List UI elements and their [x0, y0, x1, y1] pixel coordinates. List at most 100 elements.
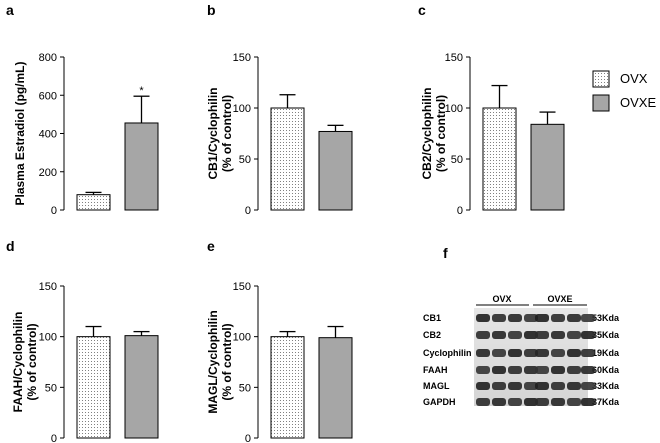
y-tick-label: 100 [39, 332, 57, 344]
y-tick-label: 100 [233, 103, 251, 115]
legend-swatch-ovx [592, 70, 610, 88]
y-tick-label: 0 [245, 205, 251, 217]
blot-protein-label: MAGL [423, 381, 450, 391]
legend: OVX OVXE [592, 70, 656, 112]
blot-band [476, 382, 490, 390]
legend-label-ovxe: OVXE [620, 95, 656, 110]
blot-band [551, 349, 565, 357]
blot-band [535, 366, 549, 374]
y-tick-label: 50 [239, 382, 251, 394]
blot-band [535, 349, 549, 357]
blot-band [535, 314, 549, 322]
y-tick-label: 50 [451, 154, 463, 166]
bar-ovxe [124, 335, 159, 439]
bar-ovx [270, 107, 305, 211]
y-tick-label: 400 [39, 129, 57, 141]
y-axis-label: (% of control) [434, 95, 448, 172]
blot-band [492, 398, 506, 406]
y-tick-label: 150 [445, 52, 463, 64]
blot-band [581, 398, 595, 406]
blot-band [551, 366, 565, 374]
panel-letter-d: d [6, 238, 15, 254]
legend-label-ovx: OVX [620, 71, 648, 86]
bar-ovxe [318, 130, 353, 211]
blot-band [581, 331, 595, 339]
bar-ovx [482, 107, 517, 211]
blot-band [492, 314, 506, 322]
y-axis-label: CB1/Cyclophilin [206, 87, 220, 179]
blot-band [476, 331, 490, 339]
blot-protein-label: CB2 [423, 330, 441, 340]
y-tick-label: 600 [39, 90, 57, 102]
blot-band [524, 331, 538, 339]
y-tick-label: 150 [233, 281, 251, 293]
blot-band [508, 382, 522, 390]
blot-band [524, 314, 538, 322]
blot-band [524, 366, 538, 374]
y-tick-label: 50 [45, 382, 57, 394]
blot-band [567, 349, 581, 357]
chart-panel-e: 0 50 100 150 MAGL/Cyclophilin (% of control) [206, 281, 353, 443]
bar-ovx [270, 336, 305, 439]
blot-protein-label: CB1 [423, 313, 441, 323]
chart-panel-d: 0 50 100 150 FAAH/Cyclophilin (% of control) [11, 281, 159, 443]
blot-band [492, 331, 506, 339]
y-axis-label: (% of control) [220, 323, 234, 400]
panel-letter-f: f [443, 245, 448, 261]
blot-band [567, 398, 581, 406]
blot-protein-label: FAAH [423, 365, 448, 375]
blot-band [476, 398, 490, 406]
blot-size-label: 53Kda [592, 313, 620, 323]
blot-protein-label: GAPDH [423, 397, 456, 407]
blot-band [535, 382, 549, 390]
y-axis-label: (% of control) [220, 95, 234, 172]
y-tick-label: 100 [445, 103, 463, 115]
blot-protein-label: Cyclophilin [423, 348, 472, 358]
y-axis-label: Plasma Estradiol (pg/mL) [13, 61, 27, 205]
y-tick-label: 150 [233, 52, 251, 64]
y-axis-label: MAGL/Cyclophilin [206, 310, 220, 413]
blot-size-label: 35Kda [592, 330, 620, 340]
blot-band [581, 366, 595, 374]
blot-band [535, 398, 549, 406]
y-tick-label: 0 [245, 433, 251, 443]
blot-band [492, 382, 506, 390]
panel-letter-e: e [207, 238, 215, 254]
blot-band [476, 349, 490, 357]
blot-band [476, 366, 490, 374]
y-tick-label: 50 [239, 154, 251, 166]
blot-size-label: 60Kda [592, 365, 620, 375]
blot-band [567, 366, 581, 374]
chart-panel-a: 0 200 400 600 800 * Plasma Estradiol (pg/mL) [13, 52, 159, 217]
bar-ovxe [318, 337, 353, 439]
chart-panel-c: 0 50 100 150 CB2/Cyclophilin (% of control) [420, 52, 565, 217]
blot-band [508, 331, 522, 339]
blot-band [551, 314, 565, 322]
y-axis-label: (% of control) [25, 323, 39, 400]
blot-band [524, 382, 538, 390]
panel-letter-b: b [207, 2, 216, 18]
panel-letter-a: a [6, 2, 14, 18]
blot-group-ovx: OVX [492, 294, 511, 304]
blot-band [567, 314, 581, 322]
blot-band [581, 314, 595, 322]
blot-band [535, 331, 549, 339]
blot-band [508, 398, 522, 406]
y-axis-label: FAAH/Cyclophilin [11, 312, 25, 413]
y-tick-label: 100 [233, 332, 251, 344]
blot-band [551, 398, 565, 406]
legend-swatch-ovxe [592, 94, 610, 112]
western-blot: OVX OVXE CB1 53Kda CB2 35Kda Cyclophilin 19Kd… [423, 294, 620, 407]
blot-band [492, 366, 506, 374]
y-tick-label: 800 [39, 52, 57, 64]
significance-marker: * [139, 85, 144, 97]
bar-ovx [76, 194, 111, 211]
blot-size-label: 37Kda [592, 397, 620, 407]
blot-band [581, 349, 595, 357]
panel-letter-c: c [418, 2, 426, 18]
y-tick-label: 150 [39, 281, 57, 293]
blot-band [551, 331, 565, 339]
blot-band [492, 349, 506, 357]
y-tick-label: 200 [39, 167, 57, 179]
